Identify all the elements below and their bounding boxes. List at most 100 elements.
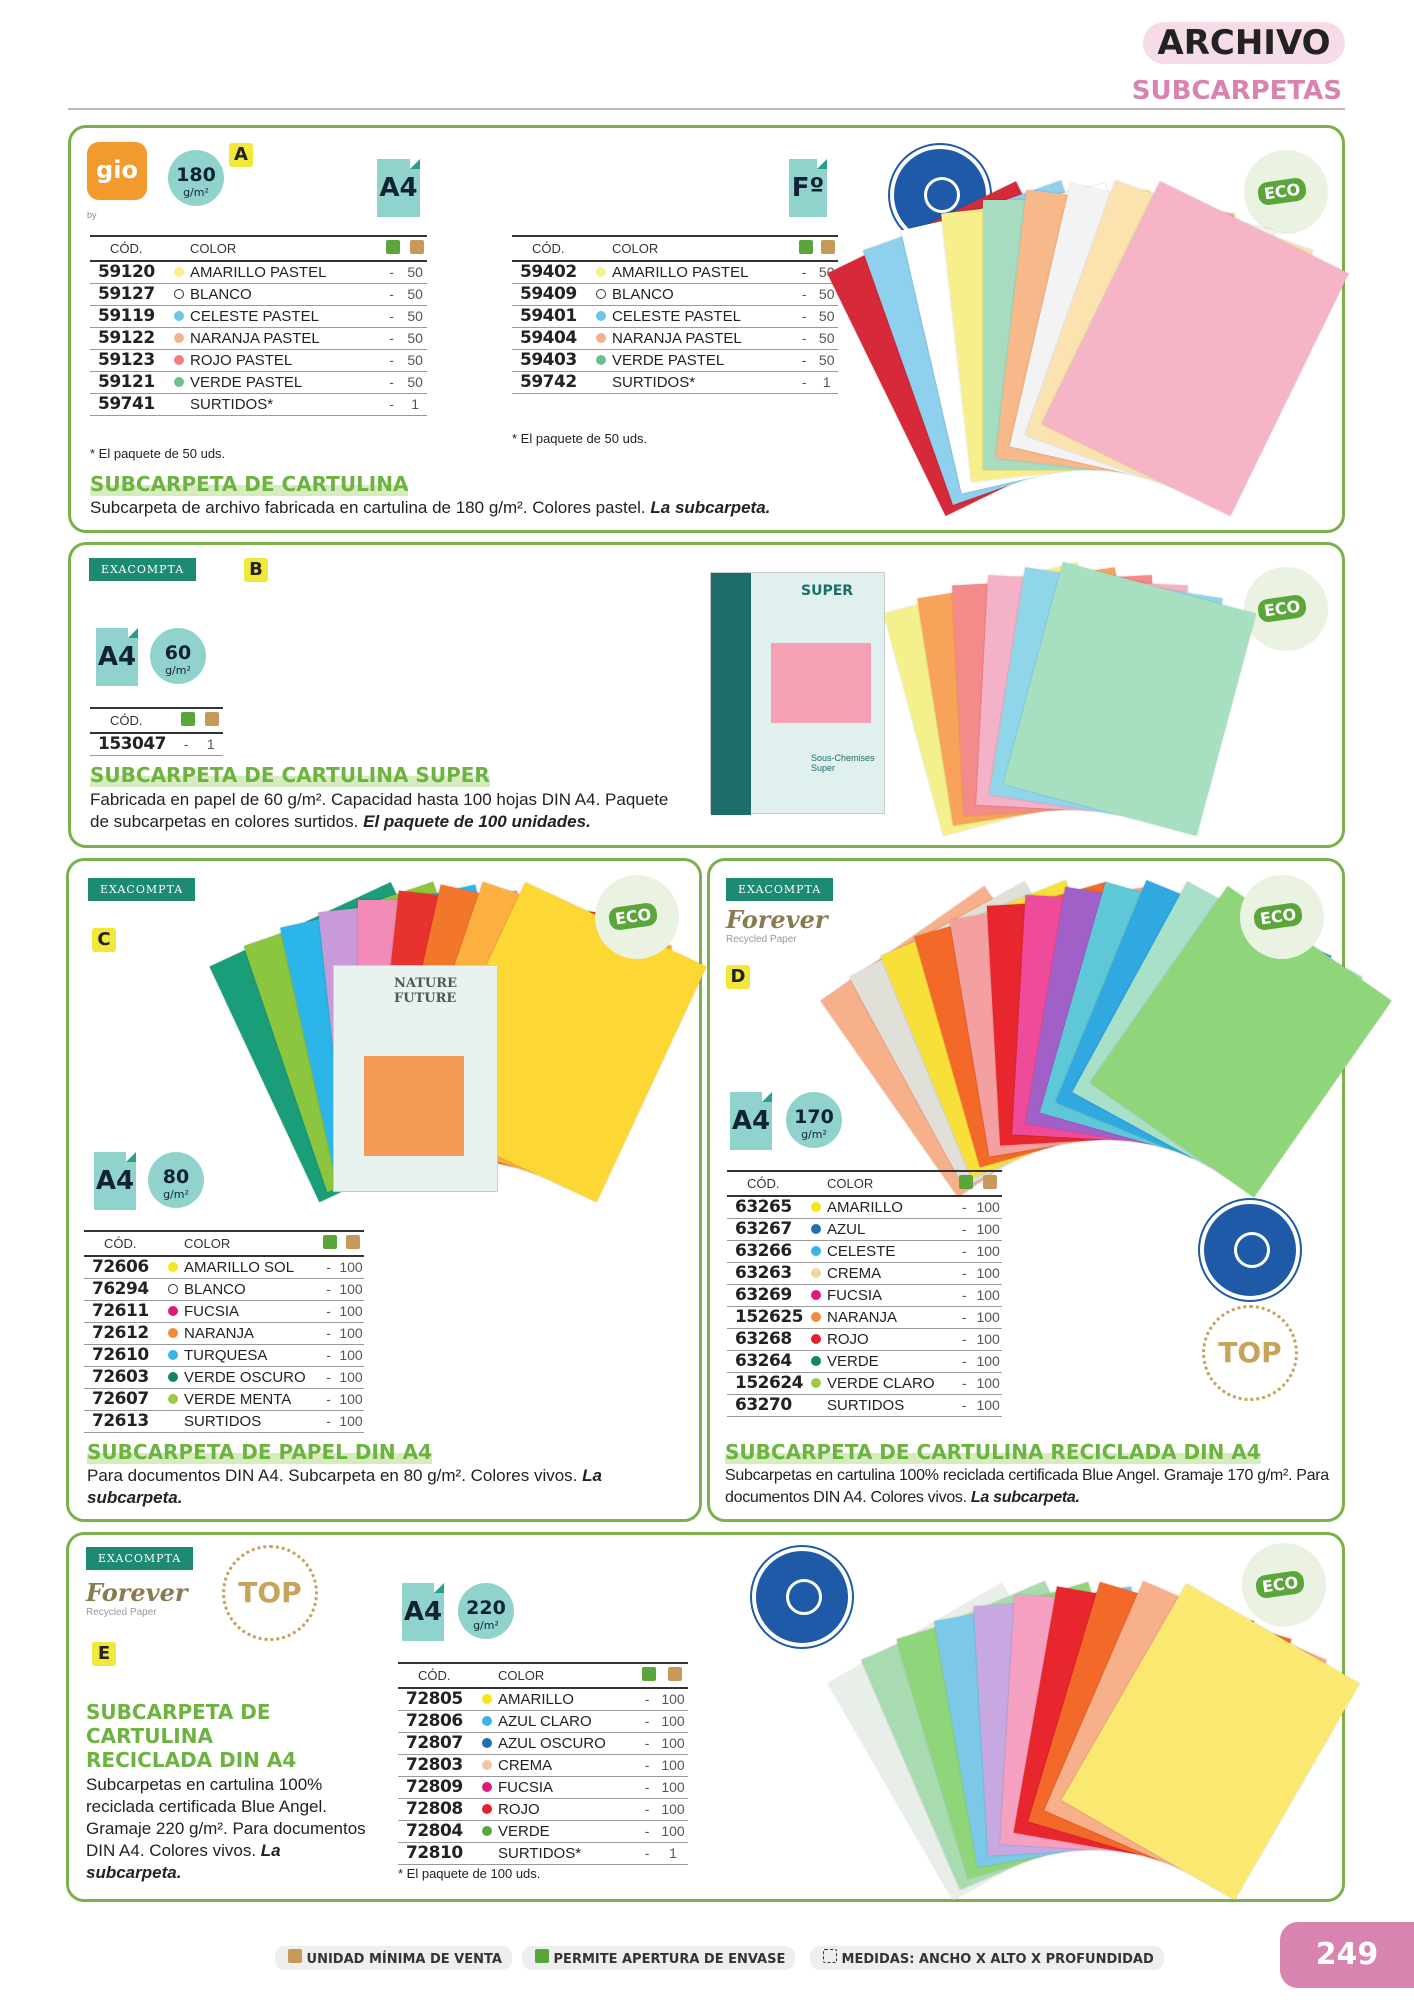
grammage-badge: 170 g/m² [786,1092,842,1148]
color-swatch [482,1693,492,1704]
product-code: 59404 [512,327,596,350]
min-unit-value: 100 [974,1284,1002,1307]
product-c [66,858,702,1522]
open-pack-value: - [954,1328,975,1351]
col-color: COLOR [190,235,380,262]
eco-badge: ECO [595,875,679,959]
product-a [68,125,1345,533]
table-row: 63268 ROJO -100 [727,1328,1002,1351]
product-code: 59409 [512,283,596,306]
grammage-badge: 60 g/m² [150,628,206,684]
color-name: VERDE OSCURO [184,1366,320,1389]
color-swatch [168,1393,178,1404]
color-name: VERDE CLARO [827,1372,955,1395]
min-unit-icon [982,1175,997,1189]
top-badge: TOP [1202,1305,1298,1401]
min-unit-value: 1 [198,733,223,756]
product-description: Subcarpetas en cartulina 100% reciclada … [86,1775,366,1882]
package-title: NATURE FUTURE [394,976,457,1006]
table-row: 63267 AZUL -100 [727,1218,1002,1241]
product-description: Para documentos DIN A4. Subcarpeta en 80… [87,1466,602,1507]
color-name: CREMA [827,1262,955,1285]
color-swatch [482,1781,492,1792]
format-folio-icon: Fº [789,159,827,217]
open-pack-value: - [792,327,816,350]
product-title: SUBCARPETA DE CARTULINA [90,472,409,496]
product-code: 153047 [90,733,174,756]
color-name: NARANJA [827,1306,955,1329]
brand-by: by [87,210,97,220]
min-unit-icon [205,712,220,726]
col-code: CÓD. [90,707,174,734]
color-name: AMARILLO [498,1688,637,1711]
product-code: 59119 [90,305,174,328]
open-pack-value: - [379,349,404,372]
table-row: 72808 ROJO -100 [398,1798,688,1821]
color-name: FUCSIA [827,1284,955,1307]
open-pack-value: - [319,1410,339,1433]
open-pack-value: - [954,1372,975,1395]
open-pack-value: - [319,1366,339,1389]
color-swatch [811,1377,821,1388]
min-unit-value: 100 [338,1278,364,1301]
product-package-image: NATURE FUTURE [333,965,498,1192]
table-row: 72603 VERDE OSCURO -100 [84,1366,364,1389]
product-d [707,858,1345,1522]
product-description: Fabricada en papel de 60 g/m². Capacidad… [90,790,669,831]
legend-min-unit: UNIDAD MÍNIMA DE VENTA [275,1946,512,1970]
table-row: 59120 AMARILLO PASTEL -50 [90,261,427,284]
table-row: 59122 NARANJA PASTEL -50 [90,327,427,350]
open-pack-value: - [379,327,404,350]
open-pack-value: - [379,305,404,328]
color-name: SURTIDOS* [498,1842,637,1865]
exacompta-logo: EXACOMPTA [86,1547,194,1570]
color-name: AMARILLO PASTEL [190,261,380,284]
color-swatch [811,1355,821,1366]
open-pack-value: - [319,1388,339,1411]
min-unit-value: 100 [974,1372,1002,1395]
product-title: SUBCARPETA DE CARTULINA RECICLADA DIN A4 [725,1440,1261,1464]
product-code: 72613 [84,1410,168,1433]
color-name: VERDE [498,1820,637,1843]
table-row: 72606 AMARILLO SOL -100 [84,1256,364,1279]
product-description: Subcarpetas en cartulina 100% reciclada … [725,1467,1329,1506]
min-unit-value: 100 [658,1710,688,1733]
eco-badge: ECO [1242,1543,1326,1627]
exacompta-logo: EXACOMPTA [89,558,197,581]
color-name: TURQUESA [184,1344,320,1367]
color-name: FUCSIA [184,1300,320,1323]
product-code: 76294 [84,1278,168,1301]
col-code: CÓD. [90,235,174,262]
table-row: 76294 BLANCO -100 [84,1278,364,1301]
color-name: AZUL [827,1218,955,1241]
table-row: 72807 AZUL OSCURO -100 [398,1732,688,1755]
blue-angel-badge [1200,1200,1300,1300]
product-package-image: SUPER Sous-Chemises Super [710,572,885,815]
color-name: NARANJA PASTEL [612,327,793,350]
open-pack-value: - [174,733,199,756]
color-swatch [168,1305,178,1316]
table-row: 59741 SURTIDOS* -1 [90,393,427,416]
open-pack-value: - [636,1710,659,1733]
color-swatch [811,1267,821,1278]
product-table: CÓD. COLOR 72805 AMARILLO -100 72806 AZUL CLAR… [398,1662,688,1865]
product-code: 72803 [398,1754,482,1777]
grammage-badge: 180 g/m² [168,150,224,206]
header-divider [68,108,1345,110]
min-unit-value: 100 [974,1350,1002,1373]
product-code: 72807 [398,1732,482,1755]
min-unit-value: 100 [658,1732,688,1755]
min-unit-value: 50 [403,305,427,328]
color-swatch [168,1349,178,1360]
open-pack-value: - [319,1300,339,1323]
open-pack-value: - [636,1798,659,1821]
forever-logo: Forever Recycled Paper [86,1578,188,1618]
color-name: VERDE [827,1350,955,1373]
color-name: SURTIDOS* [612,371,793,394]
product-code: 59121 [90,371,174,394]
min-unit-value: 50 [403,371,427,394]
color-name: ROJO [827,1328,955,1351]
color-name: AZUL OSCURO [498,1732,637,1755]
col-color: COLOR [498,1662,637,1689]
